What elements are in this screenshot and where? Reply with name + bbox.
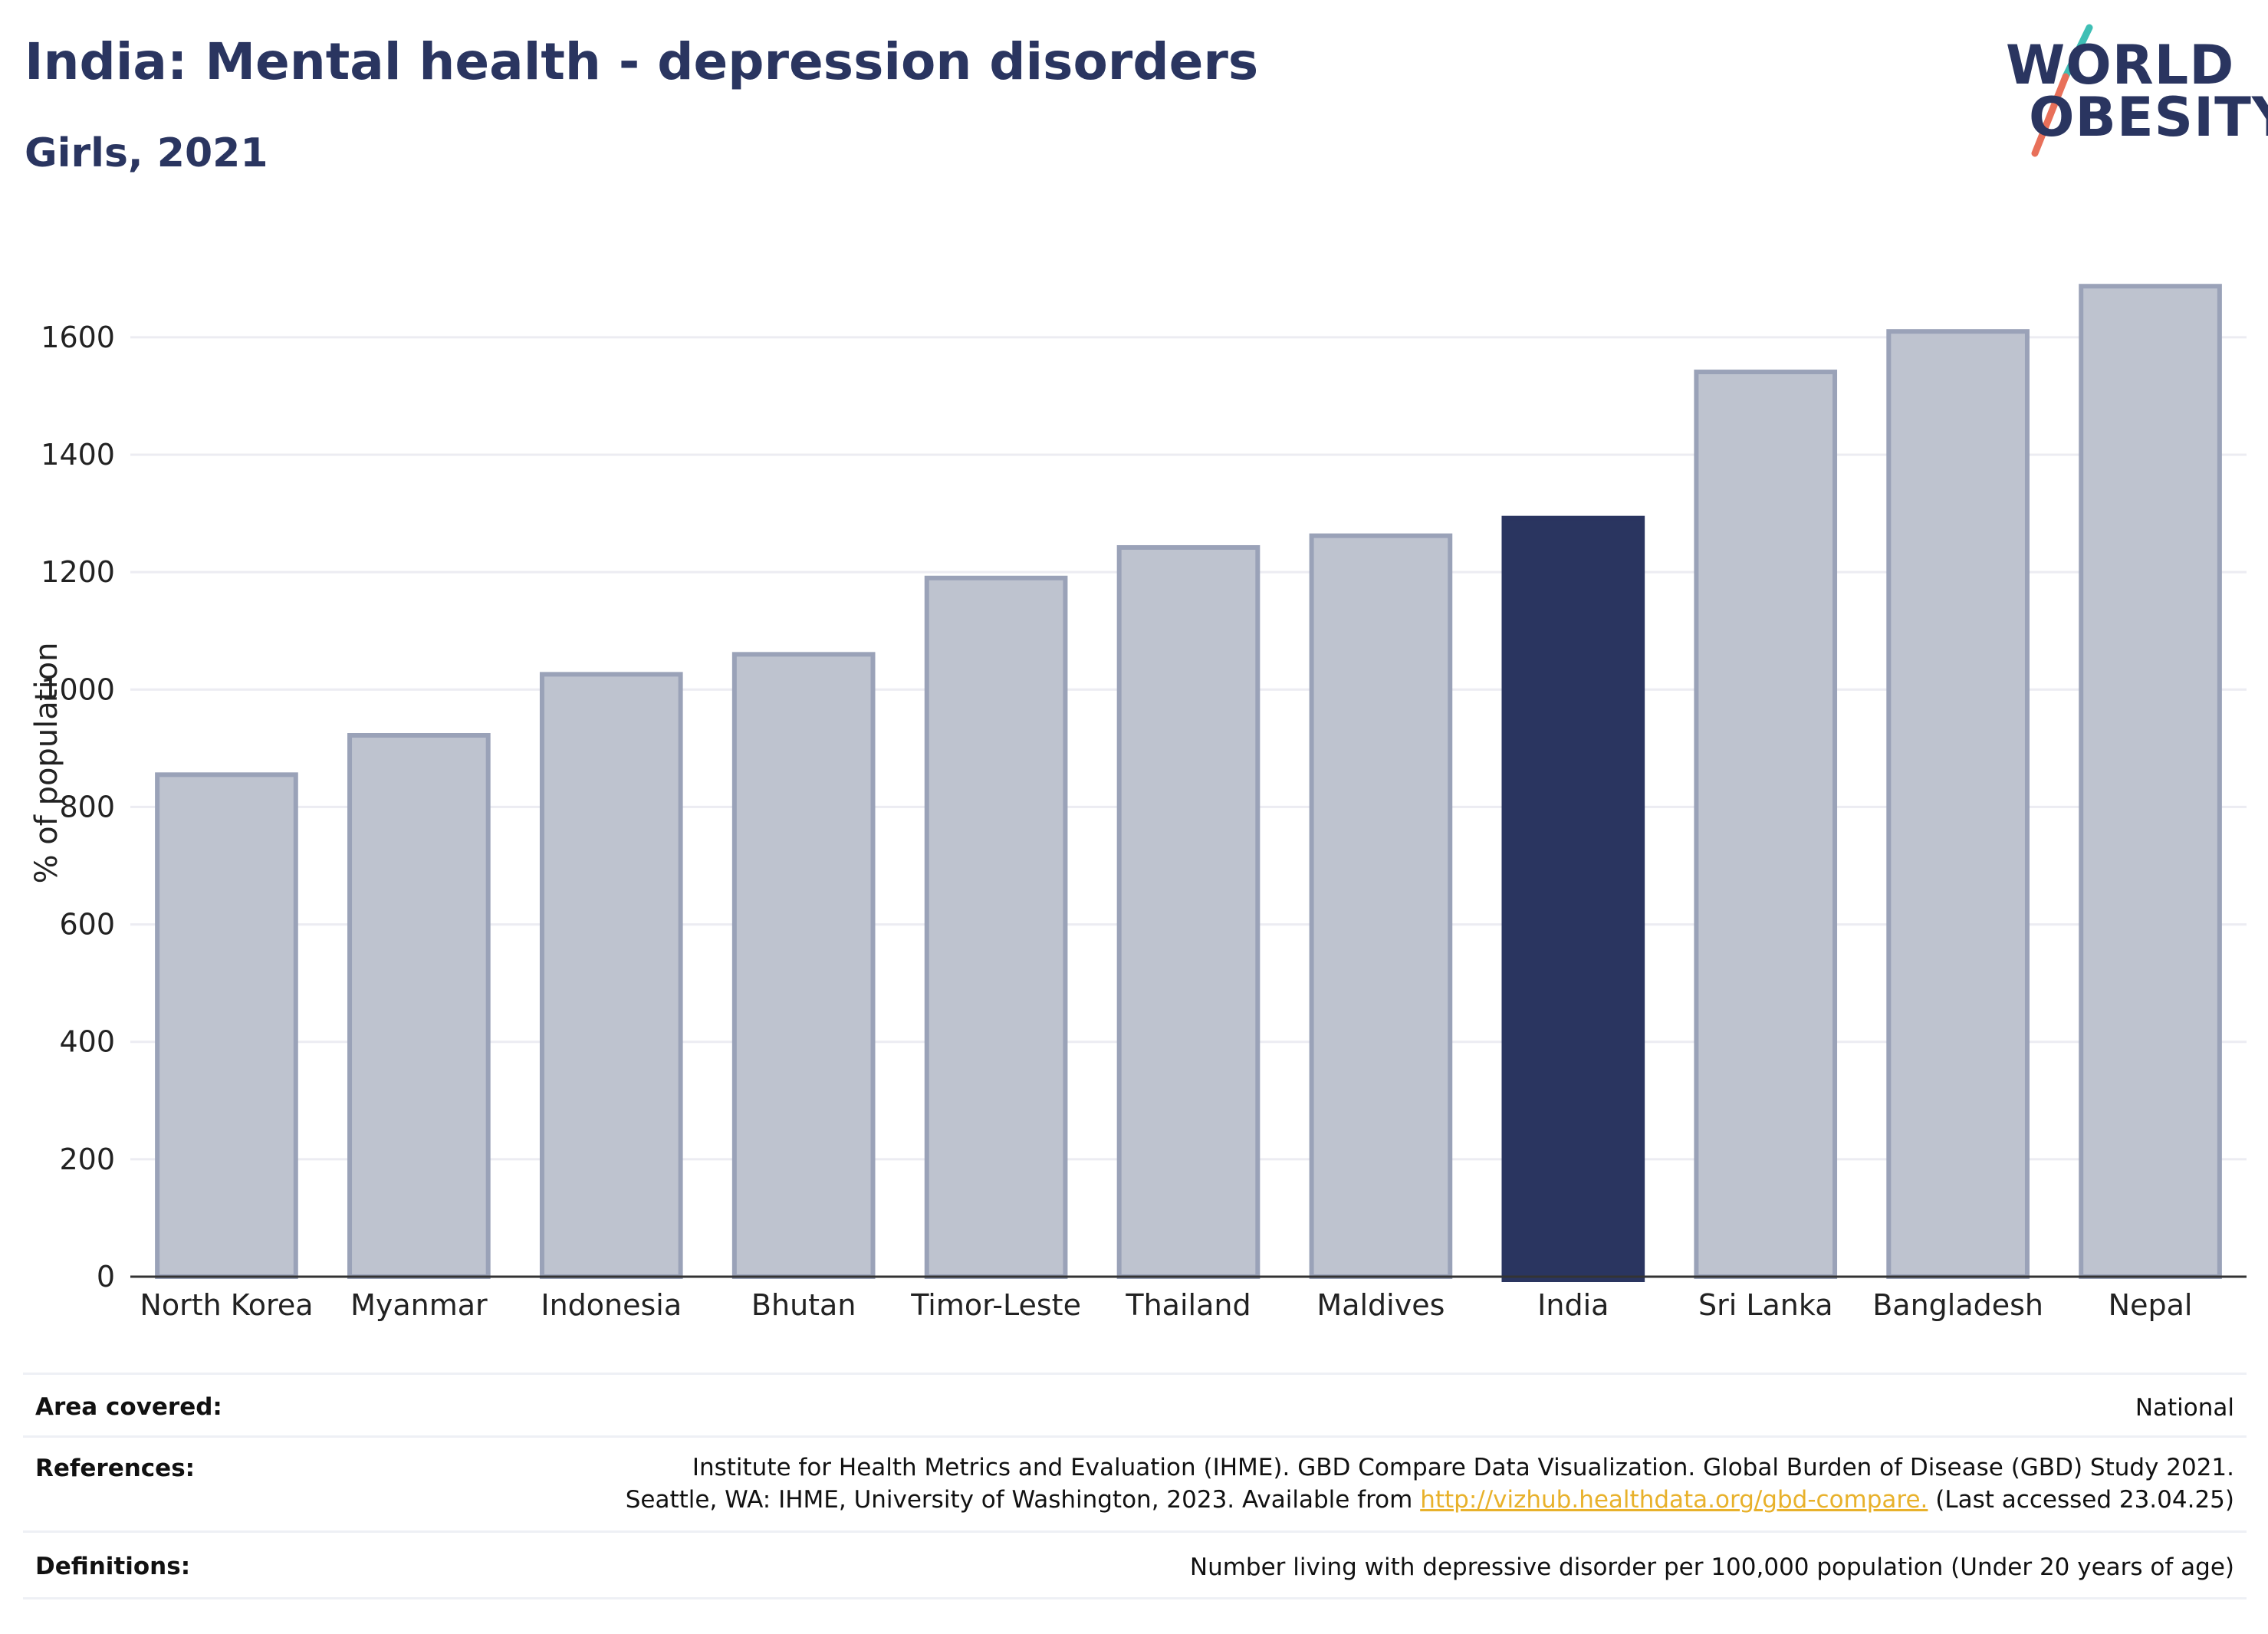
y-tick-label: 600 [59,908,115,942]
y-axis-label: % of population [29,643,64,884]
bar [924,575,1068,1279]
y-tick-label: 1400 [41,438,115,472]
bar-layer [155,284,2222,1282]
logo-text-world: WORLD [2006,34,2235,97]
bar [731,652,876,1279]
x-tick-label: Nepal [2109,1288,2193,1322]
y-tick-label: 1000 [41,672,115,706]
y-tick-label: 1200 [41,555,115,589]
bar-highlight [1501,515,1645,1282]
y-tick-label: 800 [59,790,115,824]
definitions-label: Definitions: [35,1553,191,1580]
bar [155,772,298,1279]
x-tick-label: Timor-Leste [910,1288,1081,1322]
definitions-value: Number living with depressive disorder p… [1189,1553,2234,1581]
references-value: Institute for Health Metrics and Evaluat… [626,1452,2234,1516]
x-tick-label: Thailand [1125,1288,1251,1322]
y-tick-label: 400 [59,1025,115,1059]
references-accessed: (Last accessed 23.04.25) [1928,1486,2234,1514]
x-tick-label: Myanmar [350,1288,488,1322]
references-line-2: Seattle, WA: IHME, University of Washing… [626,1484,2234,1516]
meta-row-definitions: Definitions: Number living with depressi… [23,1530,2247,1599]
y-tick-label: 0 [97,1260,115,1294]
y-tick-label: 200 [59,1142,115,1176]
x-tick-label: Bhutan [751,1288,856,1322]
y-tick-label: 1600 [41,321,115,354]
x-tick-label: North Korea [140,1288,313,1322]
area-covered-value: National [2135,1394,2234,1422]
bar [1694,370,1838,1279]
chart-subtitle: Girls, 2021 [25,130,268,176]
references-line-2-text: Seattle, WA: IHME, University of Washing… [625,1486,1421,1514]
meta-row-references: References: Institute for Health Metrics… [23,1435,2247,1533]
meta-row-area: Area covered: National [23,1373,2247,1438]
references-link[interactable]: http://vizhub.healthdata.org/gbd-compare… [1420,1486,1928,1514]
bar [1116,544,1261,1279]
bar [347,733,491,1279]
bar [539,672,683,1279]
bar [2079,284,2222,1280]
axis-layer: 0 200 400 600 800 1000 1200 1400 1600 North Korea… [41,321,2247,1322]
references-line-1: Institute for Health Metrics and Evaluat… [692,1454,2234,1481]
x-tick-label: Bangladesh [1872,1288,2043,1322]
world-obesity-logo: WORLD OBESITY [2001,23,2268,161]
x-tick-label: Indonesia [541,1288,682,1322]
bar [1886,329,2030,1280]
logo-text-obesity: OBESITY [2029,86,2268,149]
bar-chart: 0 200 400 600 800 1000 1200 1400 1600 North Korea… [29,284,2247,1322]
x-tick-label: India [1537,1288,1609,1322]
area-covered-label: Area covered: [35,1393,222,1421]
references-label: References: [35,1455,196,1482]
chart-title: India: Mental health - depression disord… [25,32,1259,91]
bar [1309,533,1453,1279]
logo-slash-icon [2031,24,2093,157]
x-tick-label: Maldives [1316,1288,1445,1322]
x-tick-label: Sri Lanka [1698,1288,1833,1322]
